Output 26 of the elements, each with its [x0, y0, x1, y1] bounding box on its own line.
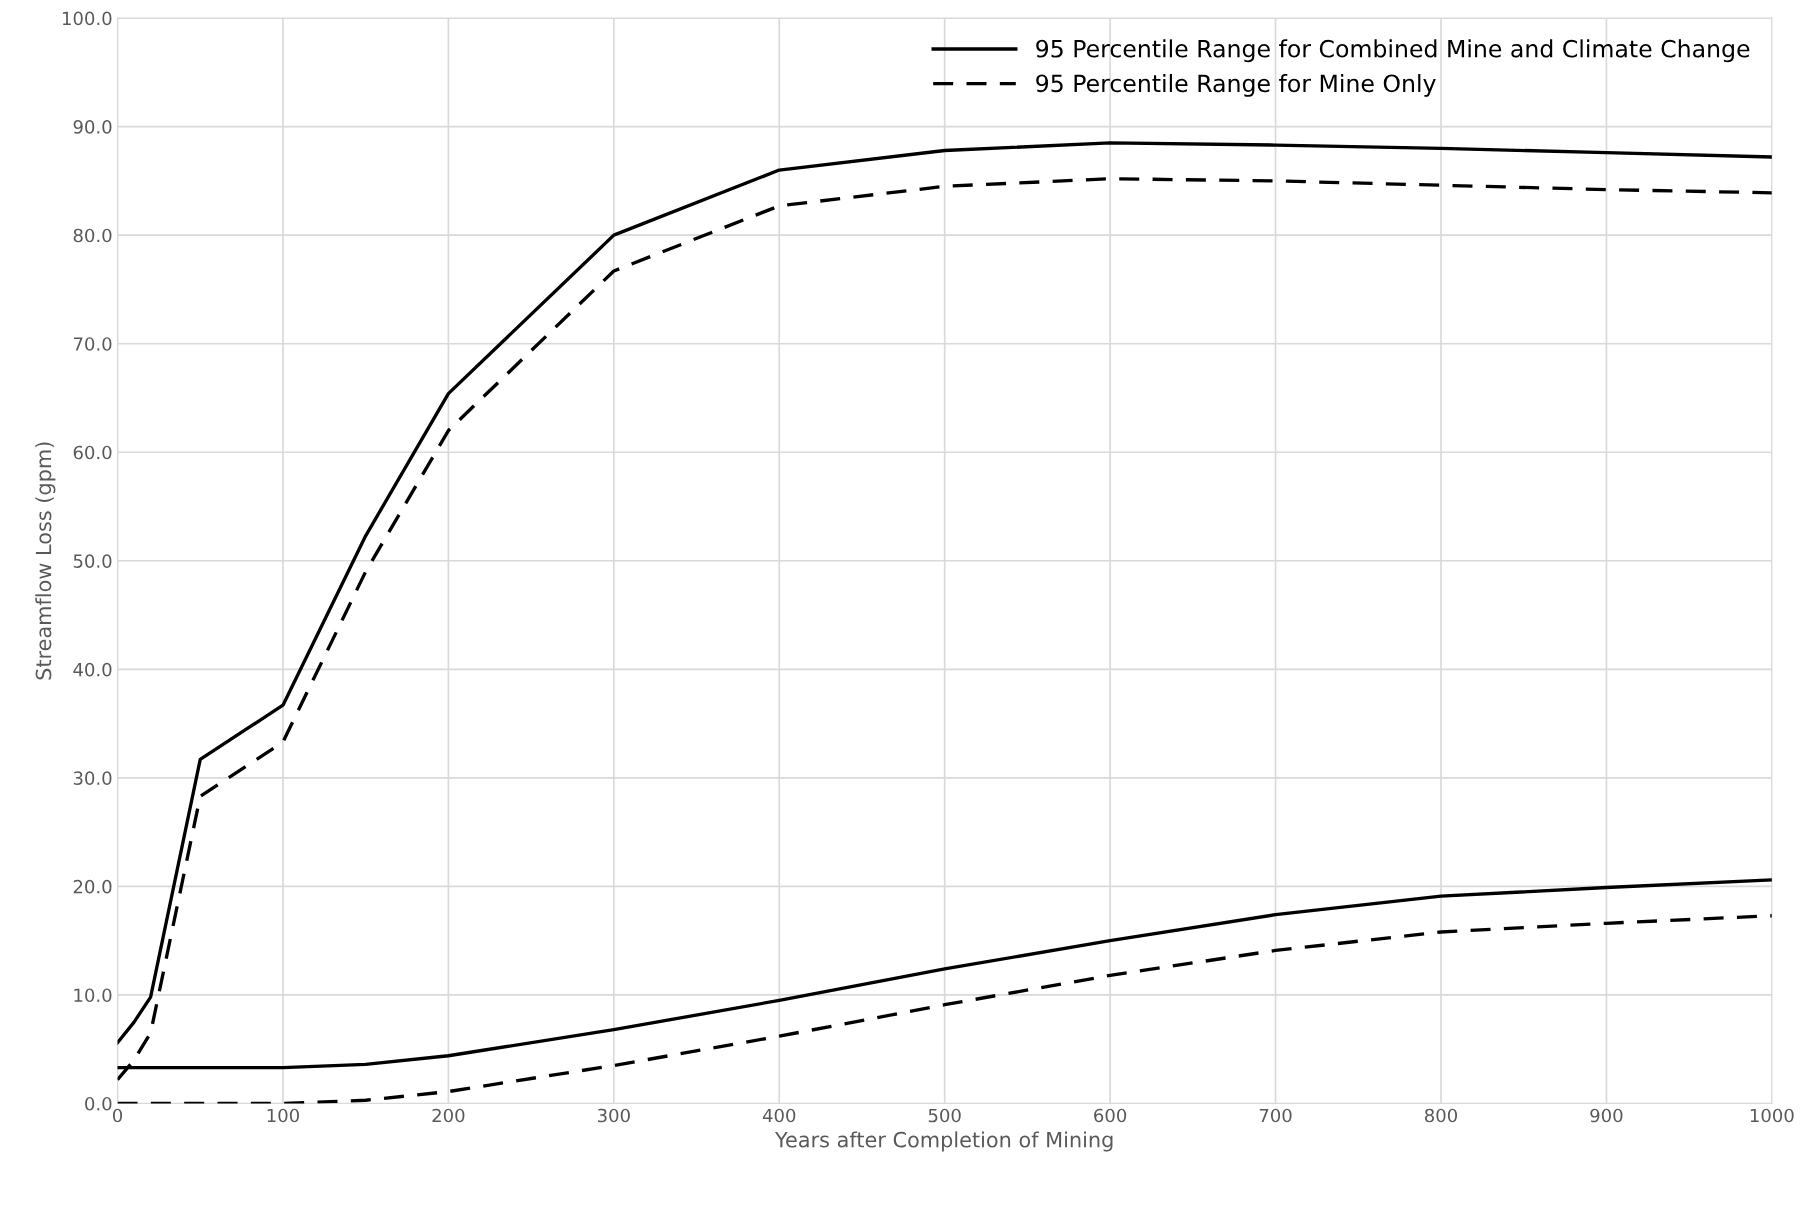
legend-label: 95 Percentile Range for Mine Only — [1036, 74, 1436, 97]
x-tick-label: 100 — [267, 1108, 299, 1123]
x-tick-label: 900 — [1590, 1108, 1623, 1123]
y-tick-label: 60.0 — [73, 445, 112, 460]
y-tick-label: 70.0 — [73, 337, 112, 351]
x-tick-label: 500 — [928, 1108, 961, 1123]
x-tick-label: 200 — [432, 1108, 465, 1123]
legend-label: 95 Percentile Range for Combined Mine and Climate Change — [1036, 39, 1750, 63]
y-tick-label: 90.0 — [73, 120, 112, 134]
y-tick-label: 80.0 — [73, 228, 112, 243]
y-tick-label: 0.0 — [85, 1096, 112, 1111]
y-tick-label: 50.0 — [73, 554, 112, 568]
y-tick-label: 10.0 — [74, 988, 112, 1003]
y-tick-label: 30.0 — [73, 771, 112, 785]
y-tick-label: 100.0 — [62, 11, 112, 26]
x-tick-label: 600 — [1094, 1108, 1127, 1123]
x-tick-label: 0 — [112, 1108, 123, 1123]
x-tick-label: 1000 — [1750, 1108, 1794, 1123]
y-tick-label: 20.0 — [73, 879, 112, 894]
y-axis-title: Streamflow Loss (gpm) — [35, 442, 56, 680]
x-axis-title: Years after Completion of Mining — [774, 1131, 1113, 1152]
x-tick-label: 700 — [1259, 1108, 1292, 1123]
y-tick-label: 40.0 — [73, 662, 112, 677]
x-tick-label: 800 — [1424, 1108, 1458, 1123]
x-tick-label: 300 — [597, 1108, 630, 1123]
x-tick-label: 400 — [762, 1108, 796, 1123]
